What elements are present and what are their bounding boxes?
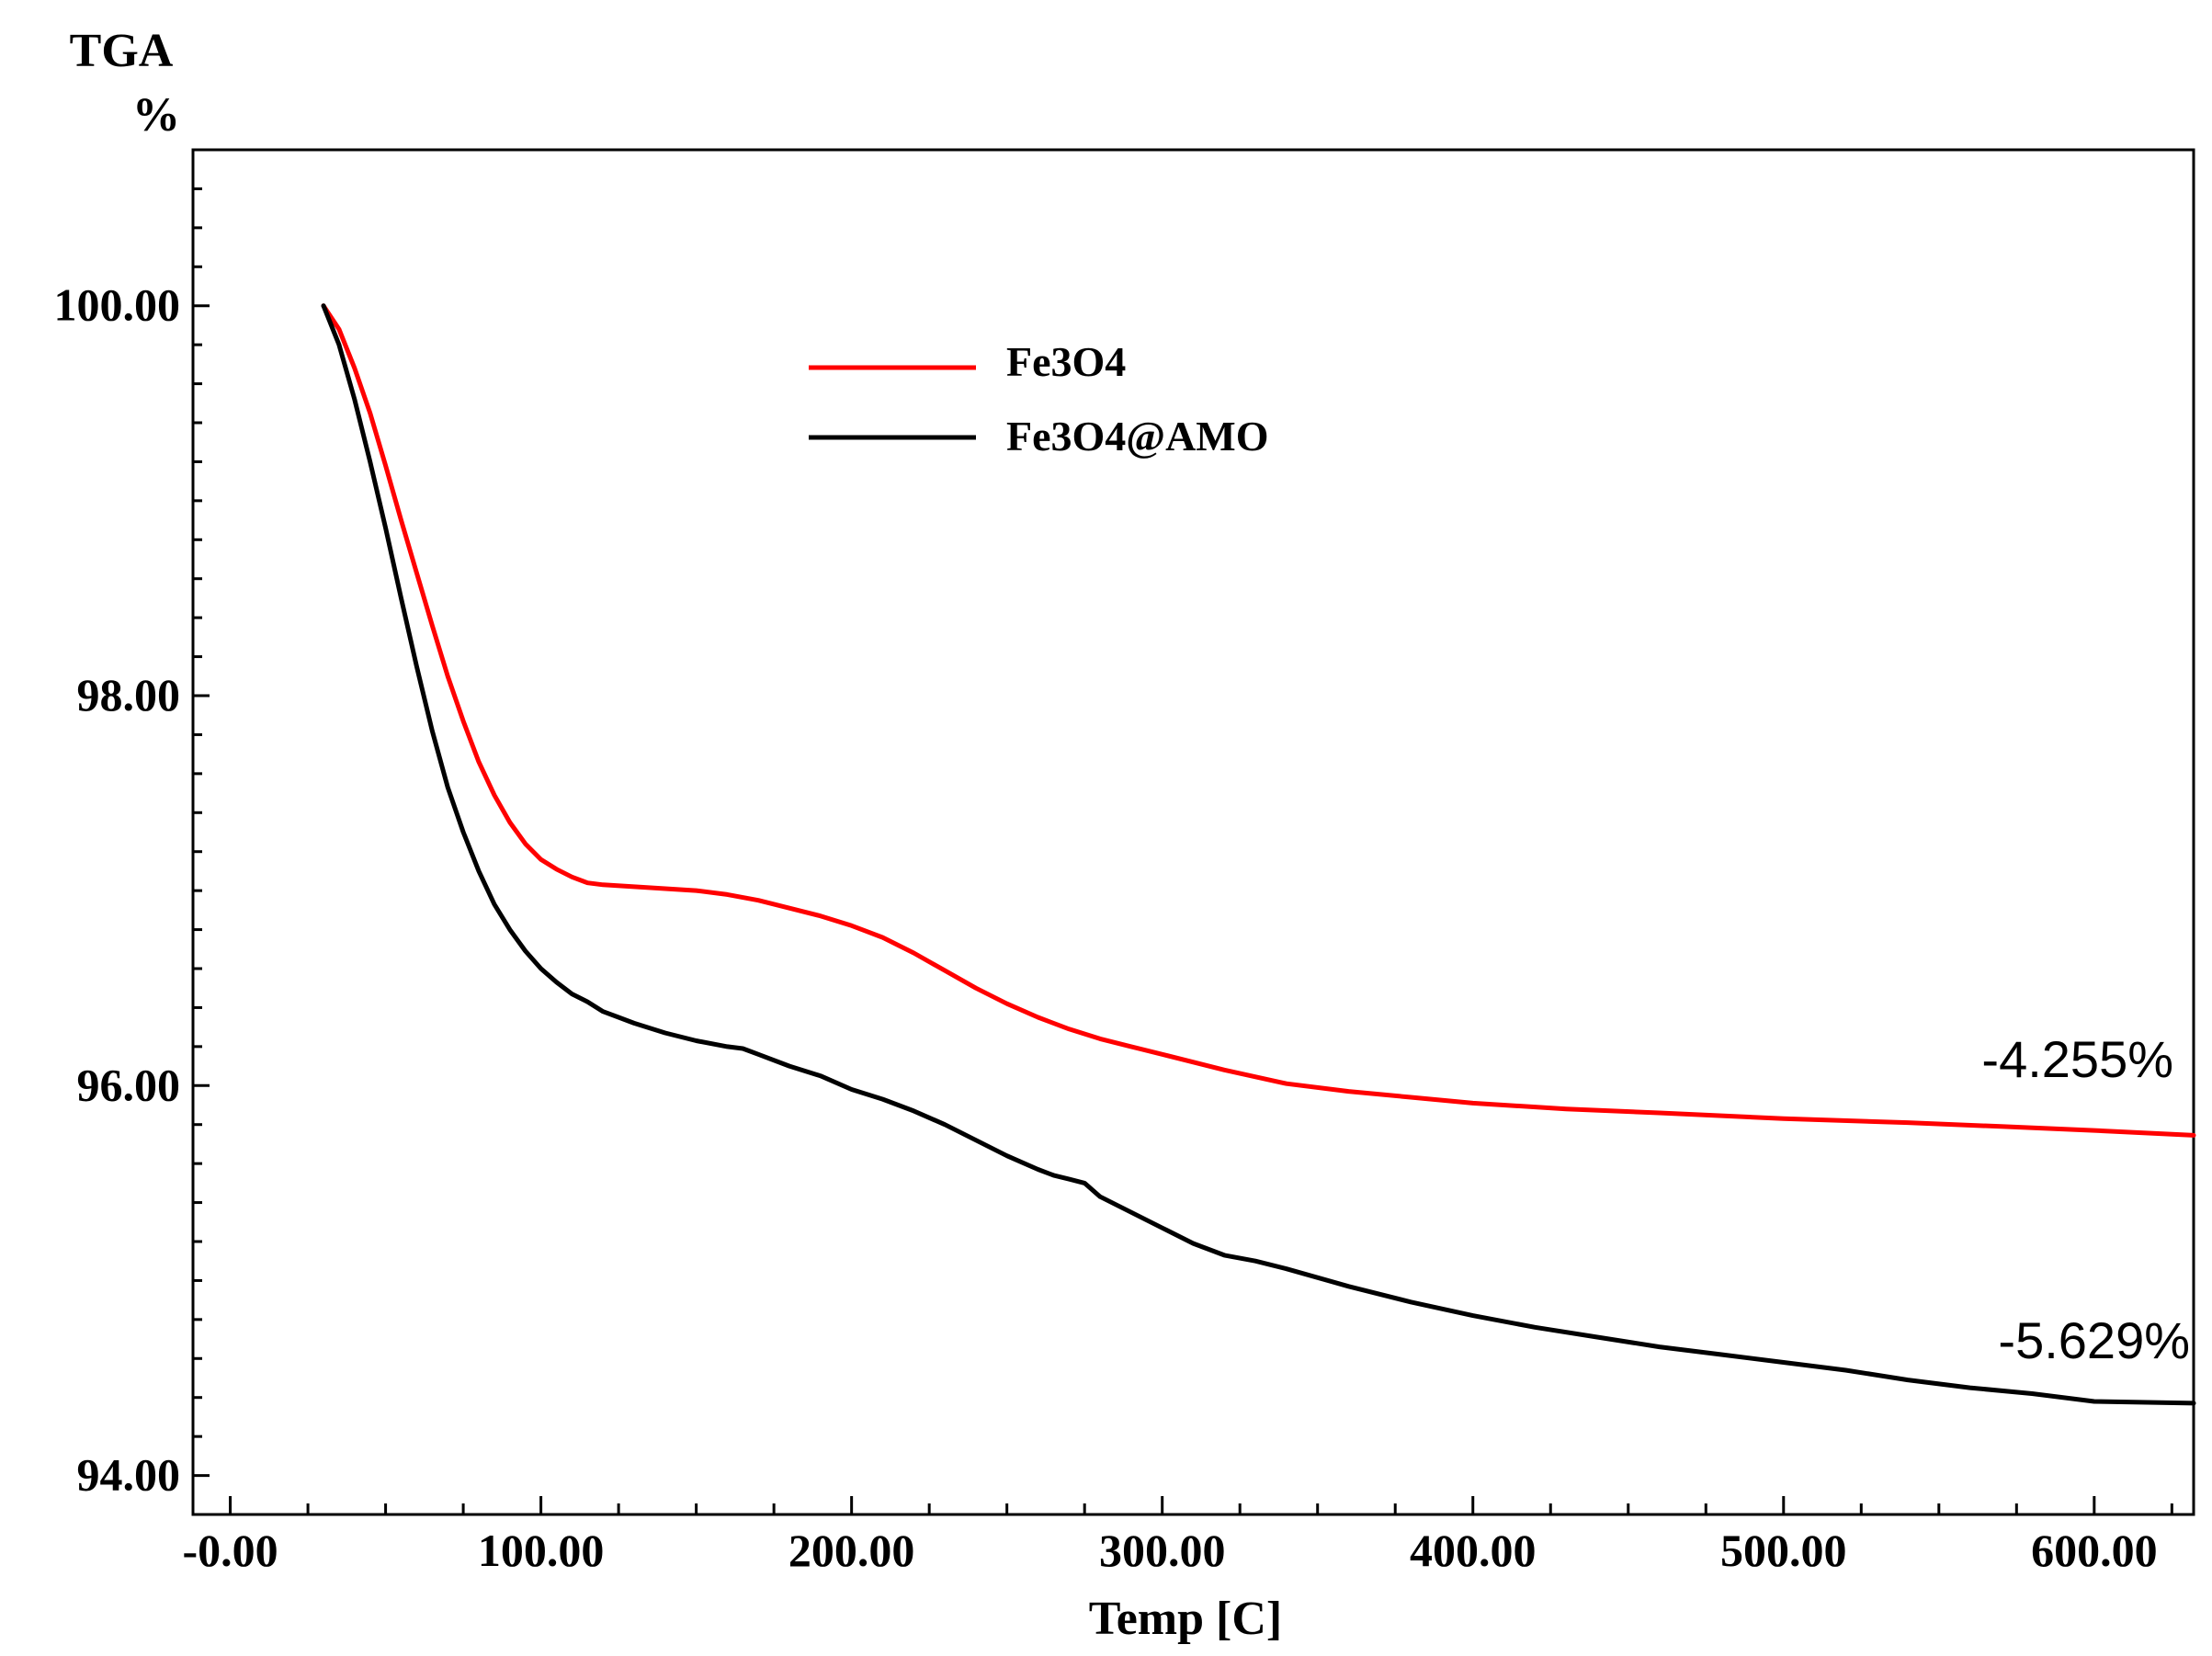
x-axis-title: Temp [C] (1089, 1593, 1282, 1645)
y-axis-ticks: 94.00 96.00 98.00 100.00 (54, 187, 210, 1501)
x-tick-label: 600.00 (2031, 1525, 2158, 1576)
x-tick-label: -0.00 (182, 1525, 278, 1576)
x-tick-label: 200.00 (788, 1525, 915, 1576)
series-line-fe3o4-amo (321, 303, 2196, 1406)
y-axis-title-line1: TGA (70, 25, 174, 77)
y-tick-label: 96.00 (77, 1059, 181, 1110)
series-line-fe3o4 (321, 303, 2196, 1138)
plot-frame (191, 148, 2195, 1516)
annotation-fe3o4-amo-loss: -5.629% (1998, 1311, 2190, 1369)
y-tick-label: 98.00 (77, 669, 181, 720)
annotation-fe3o4-loss: -4.255% (1981, 1030, 2173, 1088)
x-tick-label: 400.00 (1410, 1525, 1537, 1576)
x-tick-label: 100.00 (478, 1525, 605, 1576)
legend-label-fe3o4-amo: Fe3O4@AMO (1006, 413, 1269, 459)
y-tick-label: 100.00 (54, 279, 181, 331)
legend-label-fe3o4: Fe3O4 (1006, 338, 1126, 385)
y-tick-label: 94.00 (77, 1449, 181, 1501)
x-axis-ticks: -0.00 100.00 200.00 300.00 400.00 500.00 600.0… (182, 1496, 2173, 1576)
x-tick-label: 500.00 (1720, 1525, 1847, 1576)
y-axis-title-line2: % (132, 89, 180, 142)
legend: Fe3O4 Fe3O4@AMO (809, 338, 1269, 459)
series-layer (321, 303, 2196, 1406)
x-tick-label: 300.00 (1099, 1525, 1226, 1576)
